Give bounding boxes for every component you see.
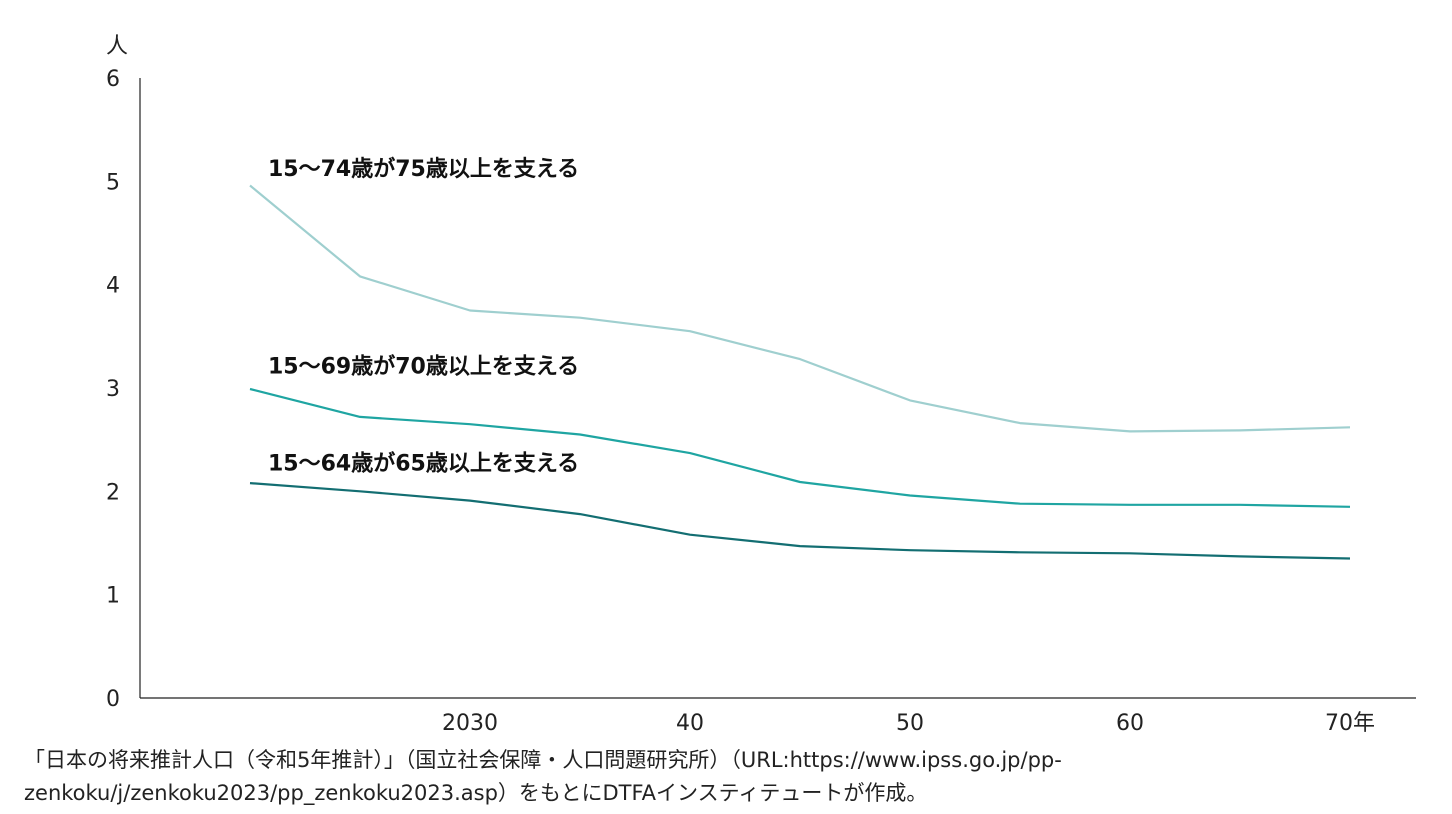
y-tick-label: 3 — [106, 377, 120, 402]
chart-axes — [139, 78, 1416, 699]
series-label-2: 15〜69歳が70歳以上を支える — [268, 354, 579, 380]
y-tick-label: 2 — [106, 480, 120, 505]
series-labels: 15〜74歳が75歳以上を支える 15〜69歳が70歳以上を支える 15〜64歳が6… — [268, 156, 579, 477]
series-line-3 — [249, 482, 1351, 560]
x-tick-label: 2030 — [442, 711, 498, 736]
x-tick-label: 70年 — [1325, 711, 1375, 736]
source-note: 「日本の将来推計人口（令和5年推計）」（国立社会保障・人口問題研究所）（URL:… — [24, 748, 1062, 805]
x-tick-label: 50 — [896, 711, 924, 736]
y-tick-label: 4 — [106, 274, 120, 299]
y-tick-label: 5 — [106, 170, 120, 195]
series-label-3: 15〜64歳が65歳以上を支える — [268, 451, 579, 477]
x-tick-label: 40 — [676, 711, 704, 736]
x-tick-label: 60 — [1116, 711, 1144, 736]
series-label-1: 15〜74歳が75歳以上を支える — [268, 156, 579, 182]
series-lines — [249, 184, 1351, 560]
x-axis-ticks: 2030 40 50 60 70年 — [442, 711, 1375, 736]
y-tick-label: 6 — [106, 67, 120, 92]
y-axis-unit: 人 — [106, 34, 128, 59]
y-tick-label: 1 — [106, 584, 120, 609]
y-axis-ticks: 0 1 2 3 4 5 6 — [106, 67, 120, 712]
series-line-2 — [249, 387, 1351, 508]
y-tick-label: 0 — [106, 687, 120, 712]
series-line-1 — [249, 184, 1351, 433]
